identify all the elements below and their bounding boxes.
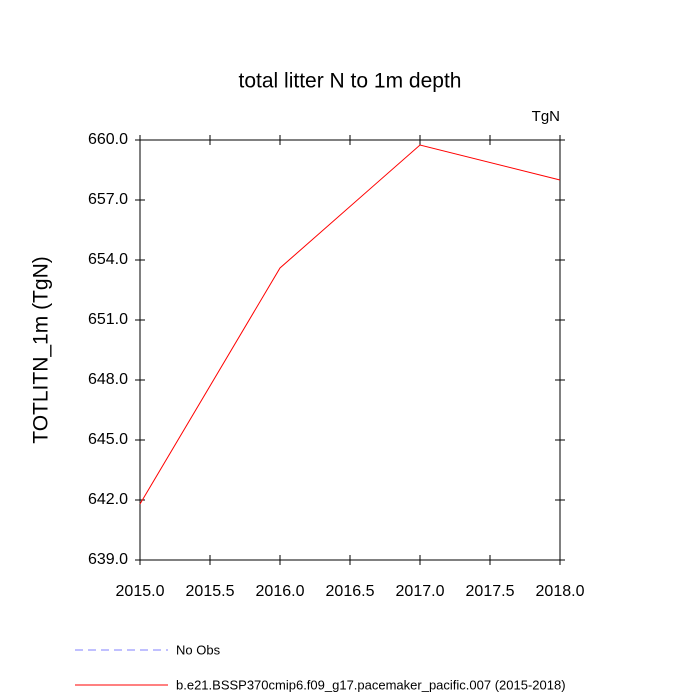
legend-label: No Obs [176, 642, 221, 657]
x-tick-label: 2015.5 [186, 583, 235, 600]
y-tick-label: 645.0 [88, 431, 128, 448]
plot-frame [139, 139, 561, 561]
y-tick-label: 642.0 [88, 491, 128, 508]
units-label: TgN [532, 108, 560, 125]
x-tick-label: 2016.0 [256, 583, 305, 600]
series-line [139, 144, 561, 505]
x-tick-label: 2017.0 [396, 583, 445, 600]
x-tick-label: 2018.0 [536, 583, 585, 600]
y-tick-label: 654.0 [88, 251, 128, 268]
chart-title: total litter N to 1m depth [239, 70, 462, 93]
y-axis-label: TOTLITN_1m (TgN) [30, 256, 53, 443]
legend-label: b.e21.BSSP370cmip6.f09_g17.pacemaker_pac… [176, 677, 566, 692]
x-tick-label: 2016.5 [326, 583, 375, 600]
y-tick-label: 651.0 [88, 311, 128, 328]
y-tick-label: 639.0 [88, 551, 128, 568]
y-tick-label: 657.0 [88, 191, 128, 208]
x-tick-label: 2015.0 [116, 583, 165, 600]
y-tick-label: 648.0 [88, 371, 128, 388]
y-tick-label: 660.0 [88, 131, 128, 148]
x-tick-label: 2017.5 [466, 583, 515, 600]
